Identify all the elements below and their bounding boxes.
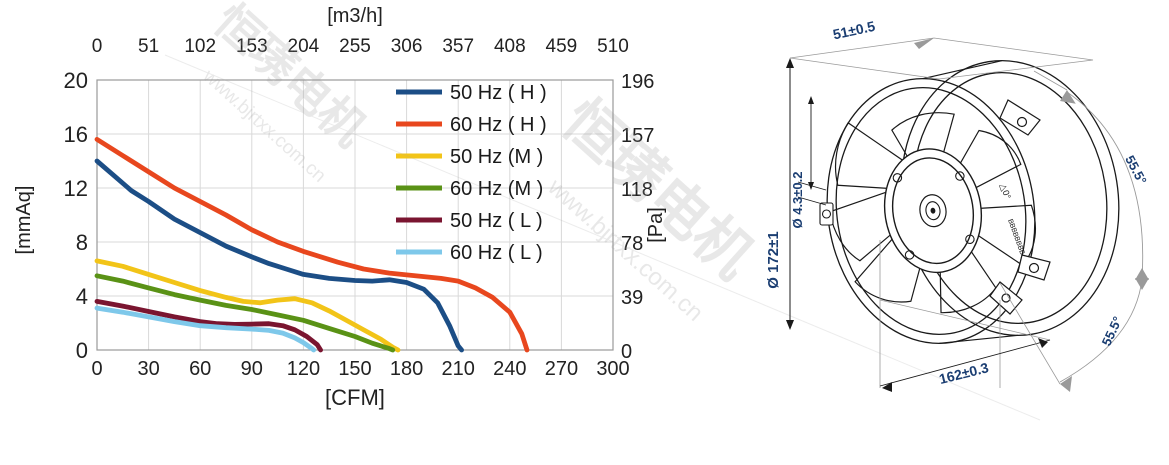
svg-text:0: 0: [91, 358, 102, 380]
svg-text:[mmAq]: [mmAq]: [13, 186, 35, 255]
svg-text:210: 210: [442, 358, 475, 380]
svg-text:90: 90: [241, 358, 263, 380]
svg-text:60 Hz ( L ): 60 Hz ( L ): [450, 242, 543, 264]
svg-text:150: 150: [338, 358, 371, 380]
svg-text:20: 20: [64, 68, 88, 93]
svg-text:270: 270: [545, 358, 578, 380]
svg-text:30: 30: [137, 358, 159, 380]
svg-text:39: 39: [621, 287, 643, 309]
svg-text:51: 51: [138, 36, 159, 57]
svg-text:50 Hz (M ): 50 Hz (M ): [450, 146, 543, 168]
svg-text:60 Hz (M ): 60 Hz (M ): [450, 178, 543, 200]
svg-text:306: 306: [391, 36, 423, 57]
svg-text:50 Hz ( H ): 50 Hz ( H ): [450, 82, 547, 104]
svg-text:50 Hz ( L ): 50 Hz ( L ): [450, 210, 543, 232]
svg-text:8: 8: [76, 230, 88, 255]
svg-text:120: 120: [287, 358, 320, 380]
svg-text:0: 0: [92, 36, 103, 57]
svg-text:Ø 4.3±0.2: Ø 4.3±0.2: [790, 171, 805, 228]
svg-text:180: 180: [390, 358, 423, 380]
svg-text:60: 60: [189, 358, 211, 380]
svg-text:0: 0: [621, 341, 632, 363]
svg-text:[CFM]: [CFM]: [325, 385, 385, 410]
svg-text:255: 255: [339, 36, 371, 57]
svg-text:60 Hz ( H ): 60 Hz ( H ): [450, 114, 547, 136]
svg-text:4: 4: [76, 284, 88, 309]
svg-text:102: 102: [184, 36, 216, 57]
svg-text:16: 16: [64, 122, 88, 147]
svg-text:Ø 172±1: Ø 172±1: [765, 231, 782, 288]
svg-text:240: 240: [493, 358, 526, 380]
svg-text:459: 459: [546, 36, 578, 57]
svg-text:196: 196: [621, 71, 654, 93]
svg-text:0: 0: [76, 338, 88, 363]
svg-text:408: 408: [494, 36, 526, 57]
svg-text:[m3/h]: [m3/h]: [327, 5, 383, 27]
svg-text:357: 357: [442, 36, 474, 57]
svg-text:510: 510: [597, 36, 629, 57]
svg-text:12: 12: [64, 176, 88, 201]
